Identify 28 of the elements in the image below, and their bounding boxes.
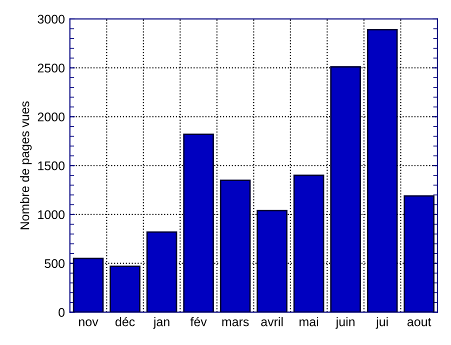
y-tick-label: 500 (44, 259, 65, 268)
x-tick-label: mars (222, 319, 249, 326)
bar (110, 266, 140, 312)
bar (183, 134, 214, 312)
bar (256, 210, 288, 312)
x-tick-label: jui (376, 317, 388, 329)
y-tick-label: 1000 (38, 210, 65, 220)
y-tick-label: 2000 (38, 112, 65, 122)
bar (220, 180, 251, 312)
x-tick-label: mai (300, 317, 318, 326)
x-tick-label: jan (153, 317, 170, 329)
bar (366, 29, 398, 312)
bar (330, 66, 361, 312)
y-tick-label: 2500 (38, 64, 65, 72)
bar (72, 258, 104, 312)
y-tick-label: 3000 (38, 14, 65, 24)
y-tick-label: 1500 (38, 161, 65, 170)
x-tick-label: juin (336, 317, 354, 329)
y-axis-title: Nombre de pages vues (20, 101, 32, 230)
x-tick-label: nov (79, 319, 98, 326)
x-tick-label: déc (115, 316, 135, 326)
bar (404, 195, 434, 312)
x-tick-label: avril (261, 317, 283, 326)
x-tick-label: fév (190, 316, 207, 326)
y-tick-label: 0 (58, 308, 65, 317)
bar (146, 231, 178, 312)
bar (293, 174, 324, 312)
x-tick-label: aout (407, 318, 432, 326)
